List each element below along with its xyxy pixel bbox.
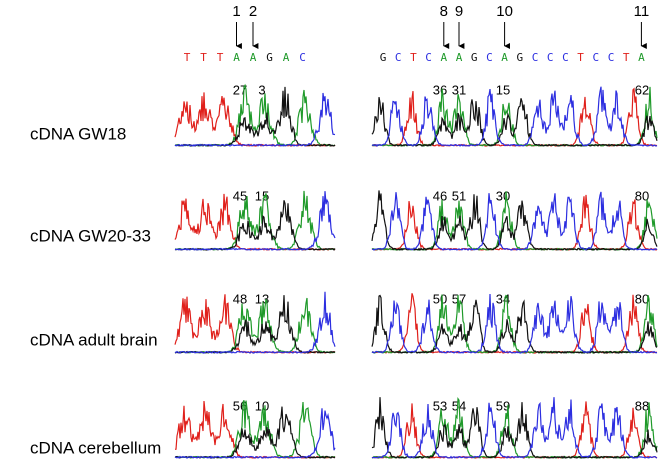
base-letter: C xyxy=(547,51,554,64)
percent-value: 53 xyxy=(433,398,447,413)
base-letter: C xyxy=(608,51,615,64)
position-label: 8 xyxy=(440,3,448,20)
base-letter: A xyxy=(440,51,447,64)
base-letter: C xyxy=(532,51,539,64)
trace xyxy=(371,294,658,355)
base-letter: T xyxy=(623,51,630,64)
percent-value: 34 xyxy=(496,291,510,306)
percent-value: 30 xyxy=(496,188,510,203)
base-letter: A xyxy=(501,51,508,64)
trace xyxy=(371,194,658,251)
percent-value: 15 xyxy=(255,188,269,203)
percent-value: 15 xyxy=(496,82,510,97)
trace xyxy=(371,397,658,459)
percent-value: 48 xyxy=(233,291,247,306)
percent-value: 62 xyxy=(635,82,649,97)
base-letter: T xyxy=(184,51,191,64)
trace xyxy=(371,191,658,251)
base-letter: A xyxy=(456,51,463,64)
trace xyxy=(174,191,336,251)
base-letter: A xyxy=(638,51,645,64)
base-letter: T xyxy=(410,51,417,64)
position-label: 9 xyxy=(455,3,463,20)
percent-value: 80 xyxy=(635,188,649,203)
row-label: cDNA cerebellum xyxy=(30,438,161,457)
trace xyxy=(371,397,658,459)
base-letter: G xyxy=(516,51,523,64)
base-letter: C xyxy=(395,51,402,64)
base-letter: C xyxy=(299,51,306,64)
base-letter: G xyxy=(266,51,273,64)
percent-value: 59 xyxy=(496,398,510,413)
base-letter: C xyxy=(425,51,432,64)
trace xyxy=(174,291,336,354)
row-label: cDNA adult brain xyxy=(30,330,158,349)
position-label: 11 xyxy=(634,3,650,20)
base-letter: T xyxy=(200,51,207,64)
percent-value: 45 xyxy=(233,188,247,203)
base-letter: A xyxy=(250,51,257,64)
row-label: cDNA GW20-33 xyxy=(30,226,151,245)
trace xyxy=(371,293,658,354)
percent-value: 50 xyxy=(433,291,447,306)
trace xyxy=(174,408,336,459)
base-letter: C xyxy=(562,51,569,64)
base-letter: C xyxy=(486,51,493,64)
trace xyxy=(371,86,658,147)
percent-value: 80 xyxy=(635,291,649,306)
base-letter: T xyxy=(577,51,584,64)
percent-value: 36 xyxy=(433,82,447,97)
percent-value: 88 xyxy=(635,398,649,413)
position-label: 2 xyxy=(249,3,257,20)
base-letter: A xyxy=(283,51,290,64)
base-letter: G xyxy=(380,51,387,64)
percent-value: 51 xyxy=(452,188,466,203)
trace xyxy=(371,86,658,148)
base-letter: G xyxy=(471,51,478,64)
row-label: cDNA GW18 xyxy=(30,124,126,143)
percent-value: 3 xyxy=(258,82,265,97)
percent-value: 31 xyxy=(452,82,466,97)
base-letter: T xyxy=(217,51,224,64)
percent-value: 46 xyxy=(433,188,447,203)
trace xyxy=(371,294,658,354)
trace xyxy=(371,190,658,252)
position-label: 1 xyxy=(232,3,240,20)
base-letter: A xyxy=(233,51,240,64)
position-label: 10 xyxy=(496,3,513,20)
base-letter: C xyxy=(592,51,599,64)
trace xyxy=(371,96,658,147)
percent-value: 57 xyxy=(452,291,466,306)
trace xyxy=(174,92,336,147)
